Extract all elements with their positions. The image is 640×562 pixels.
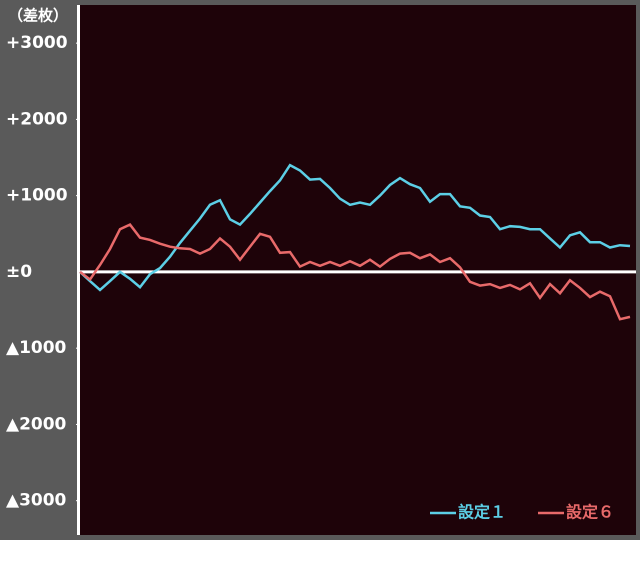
legend-label: 設定１	[458, 503, 506, 522]
series-line	[79, 223, 631, 321]
y-tick-label: ±0	[6, 262, 32, 282]
y-unit: （差枚）	[8, 7, 68, 25]
y-tick-label: +2000	[6, 109, 68, 129]
y-tick-label: +3000	[6, 33, 68, 53]
series-line	[79, 163, 631, 292]
plot-area	[80, 5, 636, 535]
y-tick-label: +1000	[6, 186, 68, 206]
y-tick-label: ▲3000	[6, 491, 67, 511]
y-tick-label: ▲2000	[6, 414, 67, 434]
y-tick-label: ▲1000	[6, 338, 67, 358]
legend-label: 設定６	[566, 503, 614, 522]
